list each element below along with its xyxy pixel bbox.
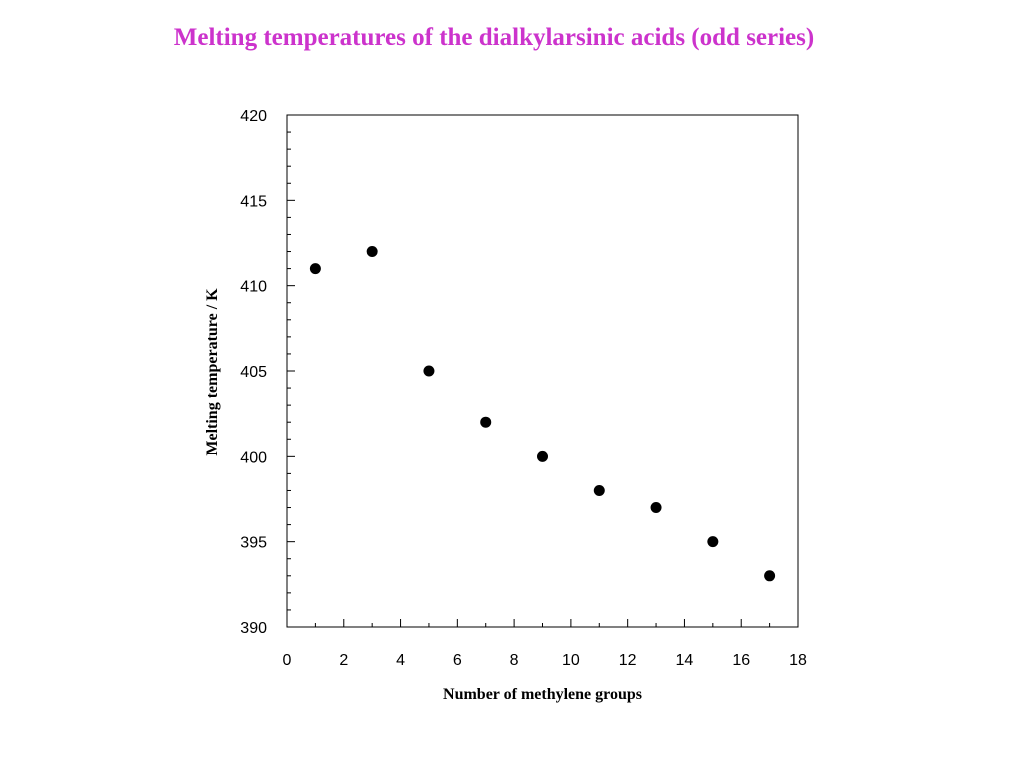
x-tick-label: 4 [396,652,405,669]
x-tick-label: 0 [283,652,292,669]
x-tick-label: 8 [510,652,519,669]
data-points [309,246,776,582]
x-tick-label: 6 [453,652,462,669]
y-tick-label: 395 [240,535,267,552]
data-point [309,263,321,275]
x-axis: 0 2 4 6 8 10 12 14 16 18 [283,619,807,669]
y-tick-label: 405 [240,364,267,381]
x-tick-label: 10 [562,652,580,669]
x-tick-label: 18 [789,652,807,669]
x-tick-label: 2 [339,652,348,669]
data-point [707,536,719,548]
y-tick-label: 390 [240,620,267,637]
y-tick-label: 400 [240,449,267,466]
data-point [764,570,776,582]
data-point [650,502,662,514]
data-point [593,484,605,496]
chart-title: Melting temperatures of the dialkylarsin… [173,24,815,51]
x-tick-label: 14 [676,652,694,669]
y-axis-title: Melting temperature / K [204,288,221,456]
x-tick-label: 16 [732,652,750,669]
plot-frame [286,114,799,628]
x-tick-label: 12 [619,652,637,669]
x-axis-title: Number of methylene groups [443,686,642,703]
y-tick-label: 410 [240,279,267,296]
y-tick-label: 420 [240,108,267,125]
data-point [423,365,435,377]
data-point [366,246,378,258]
data-point [537,450,548,462]
y-axis: 390 395 400 405 410 415 420 [240,108,295,637]
data-point [480,416,492,428]
y-tick-label: 415 [240,193,267,210]
